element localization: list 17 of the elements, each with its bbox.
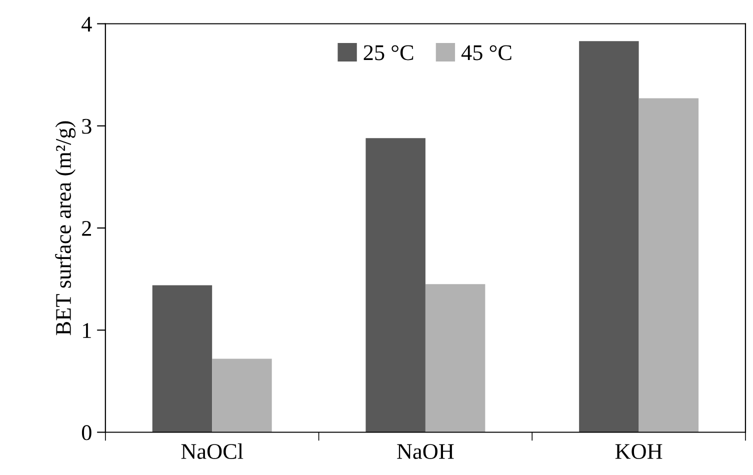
bar bbox=[638, 98, 699, 432]
x-tick-label: KOH bbox=[615, 444, 662, 459]
bar bbox=[212, 358, 272, 432]
y-tick-label: 1 bbox=[83, 323, 91, 338]
bar bbox=[152, 285, 212, 432]
bar bbox=[579, 41, 639, 432]
legend-label: 45 °C bbox=[461, 45, 512, 60]
bar bbox=[366, 138, 426, 432]
y-tick-label: 4 bbox=[82, 16, 92, 32]
y-tick-label: 0 bbox=[82, 425, 92, 440]
y-tick-label: 2 bbox=[82, 220, 91, 236]
legend-label: 25 °C bbox=[364, 45, 414, 60]
bar bbox=[425, 284, 486, 432]
y-axis-title: BET surface area (m²/g) bbox=[55, 121, 76, 336]
x-tick-label: NaOCl bbox=[181, 443, 244, 459]
y-tick-label: 3 bbox=[82, 118, 92, 134]
x-tick-label: NaOH bbox=[397, 444, 454, 459]
